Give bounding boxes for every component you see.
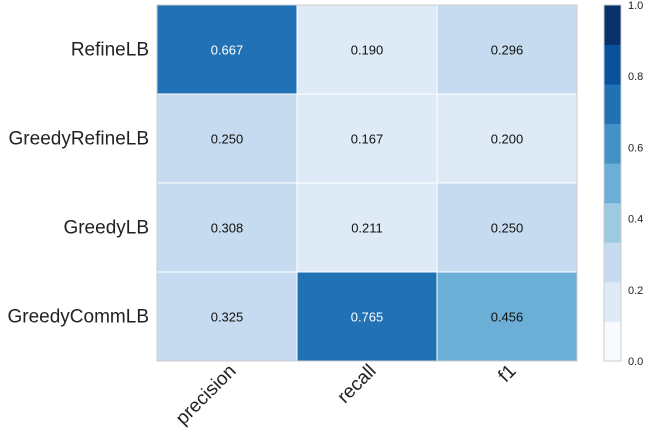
colorbar-segment (604, 281, 621, 322)
colorbar-tick-label: 0.2 (628, 285, 643, 297)
colorbar-segment (604, 123, 621, 164)
colorbar-segment (604, 84, 621, 125)
colorbar-segment (604, 242, 621, 283)
cell-value-label: 0.250 (491, 221, 524, 236)
row-labels: RefineLB GreedyRefineLB GreedyLB GreedyComm… (8, 40, 150, 328)
column-label: f1 (494, 361, 520, 387)
row-label: GreedyCommLB (8, 307, 150, 328)
colorbar-segment (604, 44, 621, 85)
cell-value-label: 0.167 (351, 132, 384, 147)
heatmap-cell (156, 4, 298, 95)
colorbar-segment (604, 5, 621, 45)
cell-value-label: 0.325 (211, 310, 244, 325)
column-label: precision (172, 361, 241, 430)
heatmap-cell (296, 182, 438, 273)
cell-value-label: 0.250 (211, 132, 244, 147)
cell-value-label: 0.456 (491, 310, 524, 325)
heatmap-cell (296, 93, 438, 184)
row-label: GreedyRefineLB (9, 129, 149, 150)
colorbar-tick-label: 0.4 (628, 214, 643, 226)
heatmap-cell (296, 4, 438, 95)
cell-value-label: 0.308 (211, 221, 244, 236)
column-label: recall (334, 361, 381, 408)
colorbar-segment (604, 202, 621, 243)
cell-value-label: 0.765 (351, 310, 384, 325)
heatmap-cell (156, 93, 298, 184)
colorbar-tick-label: 0.8 (628, 71, 643, 83)
cell-value-label: 0.211 (351, 221, 383, 236)
cell-value-label: 0.296 (491, 43, 524, 58)
row-label: RefineLB (71, 40, 149, 61)
colorbar-segment (604, 163, 621, 204)
heatmap-cell (436, 271, 578, 362)
colorbar-segment (604, 321, 621, 362)
colorbar-tick-label: 0.0 (628, 356, 643, 368)
heatmap-cells: 0.667 0.190 0.296 0.250 0.167 0.200 0.308 0.211… (156, 4, 578, 362)
heatmap-cell (436, 93, 578, 184)
heatmap-cell (156, 271, 298, 362)
heatmap-frame (156, 4, 578, 362)
column-labels: precision recall f1 (172, 361, 521, 430)
cell-value-label: 0.190 (351, 43, 384, 58)
cell-value-label: 0.667 (211, 43, 244, 58)
colorbar-tick-label: 0.6 (628, 142, 643, 154)
row-label: GreedyLB (63, 218, 149, 239)
colorbar-tick-label: 1.0 (628, 0, 643, 12)
cell-value-label: 0.200 (491, 132, 524, 147)
colorbar: 0.0 0.2 0.4 0.6 0.8 1.0 (603, 0, 643, 368)
colorbar-frame (603, 4, 622, 362)
